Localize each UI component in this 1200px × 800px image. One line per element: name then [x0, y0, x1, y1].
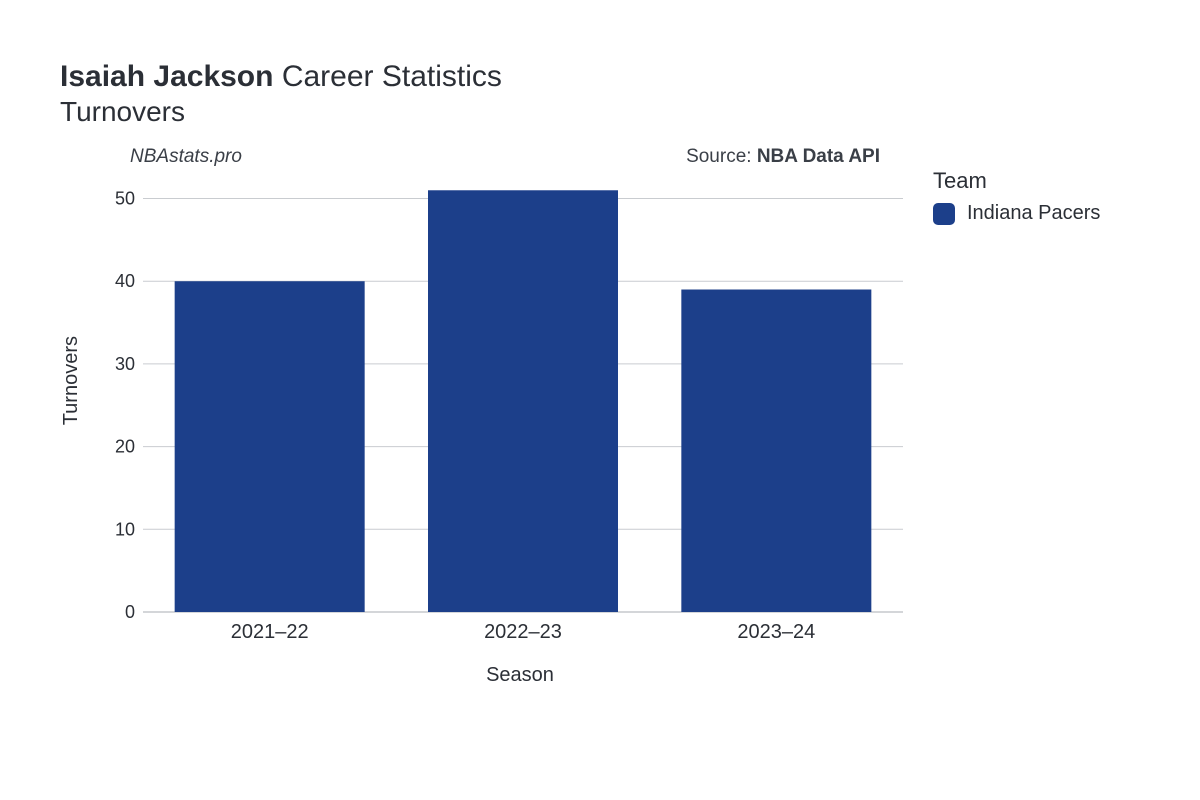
- source-text: Source: NBA Data API: [686, 146, 880, 168]
- meta-row: NBAstats.pro Source: NBA Data API: [60, 146, 1160, 176]
- bar: [175, 281, 365, 612]
- player-name: Isaiah Jackson: [60, 60, 273, 93]
- x-axis-label: Season: [110, 664, 930, 687]
- legend: Team Indiana Pacers: [933, 168, 1100, 225]
- title-block: Isaiah Jackson Career Statistics Turnove…: [60, 60, 1160, 128]
- legend-item-label: Indiana Pacers: [967, 202, 1100, 225]
- plot-holder: 0 10 20 30 40 50 2021–22 2022–23 2023–24: [93, 176, 913, 646]
- svg-text:30: 30: [115, 354, 135, 374]
- legend-item: Indiana Pacers: [933, 202, 1100, 225]
- chart-container: Isaiah Jackson Career Statistics Turnove…: [0, 0, 1200, 800]
- chart-row: Turnovers 0 10 20 30 40 50 2021–22 2022–23 2023–…: [60, 176, 1160, 646]
- title-line-1: Isaiah Jackson Career Statistics: [60, 60, 1160, 94]
- bar-chart: 0 10 20 30 40 50 2021–22 2022–23 2023–24: [93, 176, 913, 646]
- y-axis-label: Turnovers: [60, 336, 83, 425]
- svg-text:40: 40: [115, 271, 135, 291]
- source-value: NBA Data API: [757, 146, 880, 167]
- bar: [681, 290, 871, 613]
- source-label: Source:: [686, 146, 757, 167]
- bar: [428, 190, 618, 612]
- branding-text: NBAstats.pro: [130, 146, 242, 168]
- svg-text:2022–23: 2022–23: [484, 621, 562, 643]
- svg-text:0: 0: [125, 602, 135, 622]
- svg-text:2023–24: 2023–24: [737, 621, 815, 643]
- svg-text:20: 20: [115, 437, 135, 457]
- legend-swatch: [933, 203, 955, 225]
- svg-text:2021–22: 2021–22: [231, 621, 309, 643]
- title-suffix: Career Statistics: [282, 60, 502, 93]
- title-subtitle: Turnovers: [60, 96, 1160, 128]
- svg-text:50: 50: [115, 189, 135, 209]
- svg-text:10: 10: [115, 519, 135, 539]
